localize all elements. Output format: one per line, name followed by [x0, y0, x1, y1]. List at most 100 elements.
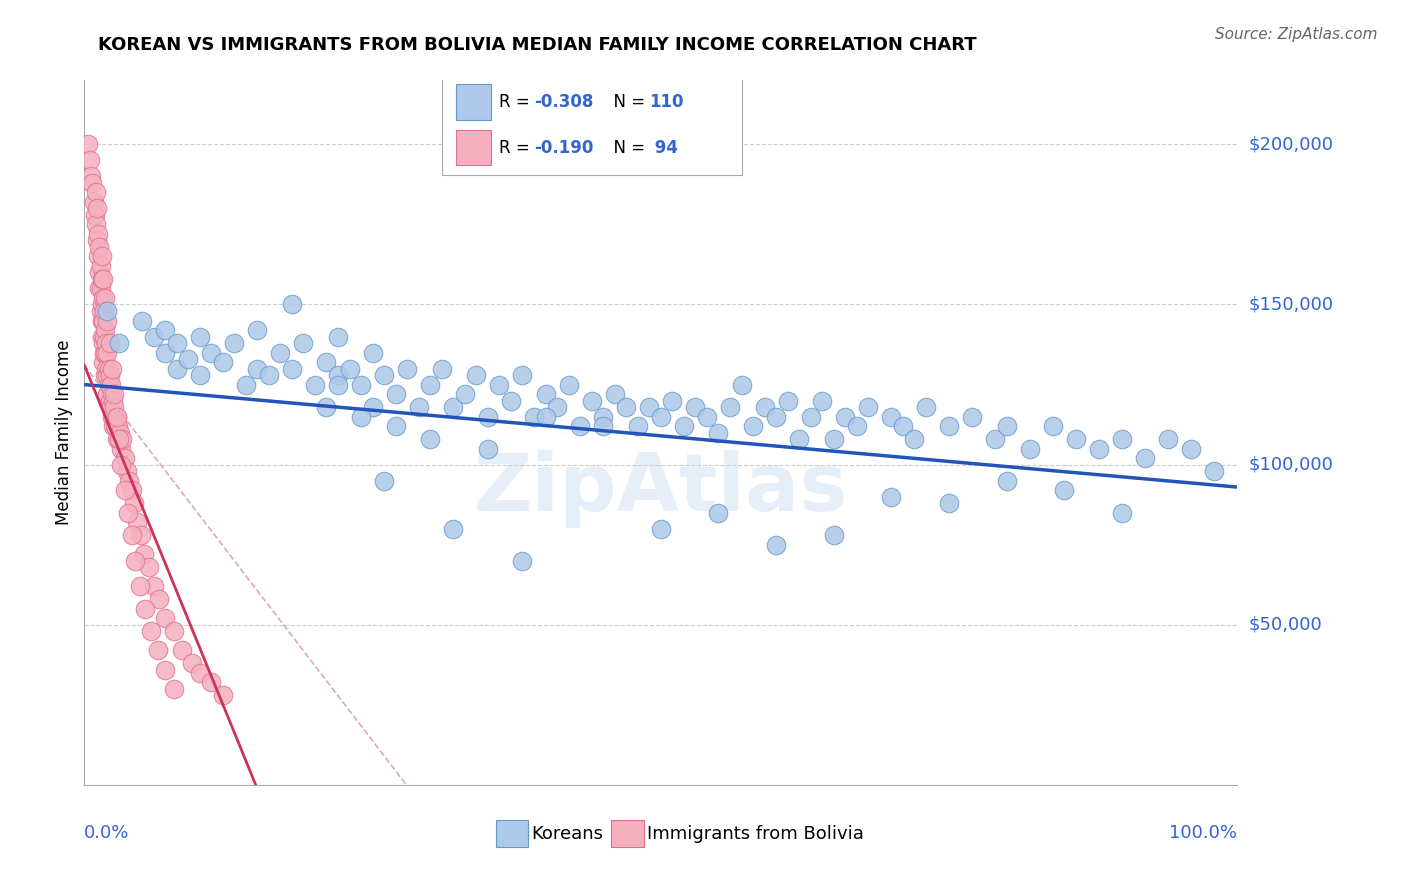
Point [163, 681, 186, 696]
Point [281, 297, 304, 311]
Point [938, 496, 960, 510]
Point [211, 355, 233, 369]
Point [153, 663, 176, 677]
Text: ZipAtlas: ZipAtlas [474, 450, 848, 528]
FancyBboxPatch shape [456, 84, 491, 120]
Point [581, 393, 603, 408]
Text: 110: 110 [650, 93, 683, 112]
Point [96, 361, 118, 376]
Point [163, 624, 186, 639]
Point [696, 409, 718, 424]
Point [114, 451, 136, 466]
Point [105, 432, 128, 446]
Point [246, 323, 269, 337]
Point [89, 265, 111, 279]
Point [730, 377, 752, 392]
Text: $50,000: $50,000 [1249, 615, 1322, 634]
Point [90, 329, 112, 343]
Point [707, 506, 730, 520]
Point [153, 611, 176, 625]
FancyBboxPatch shape [612, 821, 644, 847]
Point [915, 400, 938, 414]
Point [960, 409, 983, 424]
Point [115, 464, 138, 478]
Point [103, 387, 125, 401]
Point [90, 272, 112, 286]
Point [718, 400, 741, 414]
Point [89, 240, 111, 254]
Point [90, 250, 112, 264]
Point [281, 361, 304, 376]
Point [488, 377, 510, 392]
Point [995, 474, 1018, 488]
Point [765, 538, 787, 552]
Point [534, 387, 557, 401]
Point [477, 442, 499, 456]
Point [90, 313, 112, 327]
Point [76, 137, 98, 152]
Point [211, 688, 233, 702]
Point [98, 393, 121, 408]
Point [84, 186, 107, 200]
Point [97, 377, 120, 392]
Point [557, 377, 579, 392]
Point [107, 419, 129, 434]
Point [121, 528, 143, 542]
FancyBboxPatch shape [456, 129, 491, 166]
Point [131, 313, 153, 327]
Point [93, 329, 115, 343]
Point [1133, 451, 1156, 466]
Point [650, 522, 672, 536]
Point [891, 419, 914, 434]
Point [384, 419, 406, 434]
Point [614, 400, 637, 414]
Point [110, 458, 132, 472]
Point [995, 419, 1018, 434]
Point [188, 329, 211, 343]
Point [96, 313, 118, 327]
Point [315, 400, 337, 414]
FancyBboxPatch shape [496, 821, 529, 847]
Point [523, 409, 546, 424]
Point [177, 351, 200, 366]
Text: $200,000: $200,000 [1249, 136, 1333, 153]
Point [129, 528, 152, 542]
Point [96, 387, 118, 401]
Point [84, 218, 107, 232]
Point [984, 432, 1007, 446]
Point [361, 345, 384, 359]
Point [1018, 442, 1040, 456]
Text: N =: N = [603, 93, 651, 112]
Point [96, 304, 118, 318]
Point [707, 425, 730, 440]
Point [111, 432, 134, 446]
Point [823, 528, 845, 542]
Point [91, 272, 114, 286]
Point [454, 387, 477, 401]
Point [661, 393, 683, 408]
Point [1180, 442, 1202, 456]
Point [94, 368, 117, 382]
Point [339, 361, 361, 376]
Point [86, 234, 108, 248]
Point [117, 506, 139, 520]
Point [103, 400, 125, 414]
Point [79, 153, 101, 168]
Point [90, 297, 112, 311]
Point [938, 419, 960, 434]
Point [128, 579, 150, 593]
Point [1088, 442, 1111, 456]
Point [650, 409, 672, 424]
Point [104, 419, 127, 434]
Point [430, 361, 453, 376]
Point [127, 516, 149, 530]
Point [93, 345, 115, 359]
Point [350, 377, 373, 392]
Text: Immigrants from Bolivia: Immigrants from Bolivia [647, 824, 863, 843]
Point [93, 304, 115, 318]
Point [80, 169, 103, 184]
Point [326, 377, 349, 392]
Point [134, 601, 156, 615]
Point [87, 250, 110, 264]
Text: R =: R = [499, 93, 536, 112]
